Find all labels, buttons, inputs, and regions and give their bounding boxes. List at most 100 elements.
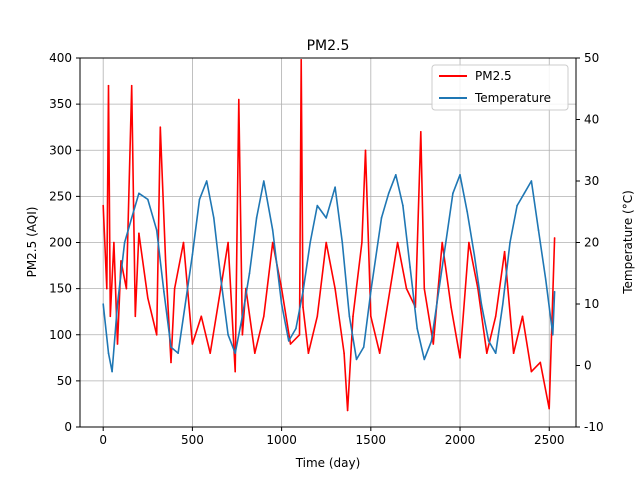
data-point-temperature — [430, 340, 433, 342]
data-point-pm25 — [209, 352, 211, 355]
data-point-pm25 — [423, 287, 426, 290]
data-point-pm25 — [494, 315, 497, 318]
data-point-temperature — [138, 192, 140, 195]
data-point-pm25 — [346, 409, 349, 412]
data-point-temperature — [198, 198, 201, 201]
data-point-temperature — [370, 290, 372, 293]
y-left-tick-label: 350 — [49, 97, 72, 111]
y-right-tick-label: 50 — [584, 51, 599, 65]
y-right-tick-label: 30 — [584, 174, 599, 188]
data-point-temperature — [280, 303, 283, 305]
data-point-temperature — [395, 174, 397, 176]
data-point-pm25 — [200, 315, 203, 318]
legend: PM2.5 Temperature — [431, 64, 569, 111]
data-point-temperature — [316, 204, 319, 207]
data-point-pm25 — [548, 407, 550, 410]
data-point-temperature — [459, 174, 461, 176]
data-point-temperature — [494, 352, 497, 355]
data-point-pm25 — [280, 287, 283, 290]
data-point-pm25 — [218, 297, 220, 299]
data-point-temperature — [480, 303, 483, 305]
data-point-temperature — [213, 217, 215, 219]
y-left-tick-label: 400 — [49, 51, 72, 65]
data-point-pm25 — [241, 334, 244, 336]
data-point-temperature — [295, 327, 297, 330]
data-point-temperature — [402, 204, 404, 207]
data-point-pm25 — [361, 241, 363, 244]
x-tick-label: 0 — [99, 433, 107, 447]
data-point-pm25 — [234, 370, 236, 373]
data-point-pm25 — [405, 287, 408, 290]
data-point-pm25 — [364, 149, 367, 152]
x-tick-label: 1500 — [356, 433, 387, 447]
data-point-temperature — [170, 346, 172, 348]
data-point-pm25 — [102, 204, 104, 207]
data-point-temperature — [473, 254, 476, 256]
data-point-temperature — [487, 340, 490, 342]
data-point-pm25 — [300, 59, 303, 61]
data-point-temperature — [255, 217, 258, 219]
data-point-temperature — [445, 241, 447, 244]
data-point-temperature — [155, 229, 158, 231]
data-point-temperature — [325, 217, 328, 219]
data-point-pm25 — [263, 315, 265, 318]
data-point-temperature — [123, 241, 126, 244]
data-point-pm25 — [441, 241, 444, 244]
data-point-pm25 — [343, 352, 345, 355]
data-point-pm25 — [170, 361, 172, 364]
data-point-pm25 — [334, 287, 336, 290]
data-point-pm25 — [432, 343, 435, 345]
legend-label-temperature: Temperature — [474, 91, 551, 105]
y-right-tick-label: 0 — [584, 359, 592, 373]
data-point-pm25 — [370, 315, 372, 318]
x-axis-label: Time (day) — [295, 456, 361, 470]
data-point-pm25 — [378, 352, 381, 355]
y-left-tick-label: 200 — [49, 236, 72, 250]
data-point-pm25 — [155, 334, 158, 336]
data-point-temperature — [220, 278, 222, 281]
y-right-tick-label: 20 — [584, 236, 599, 250]
data-point-temperature — [147, 198, 149, 201]
data-point-temperature — [111, 370, 113, 373]
data-point-pm25 — [503, 250, 506, 253]
tick-layer: 0 500 1000 1500 2000 250005010015020025030035… — [49, 51, 604, 447]
data-point-temperature — [163, 290, 165, 293]
data-point-temperature — [537, 229, 540, 231]
data-point-temperature — [452, 192, 454, 195]
data-point-pm25 — [325, 241, 328, 244]
y-right-tick-label: -10 — [584, 420, 604, 434]
data-point-pm25 — [238, 98, 240, 101]
data-point-pm25 — [459, 357, 461, 359]
data-point-pm25 — [352, 315, 354, 318]
y-axis-right-label: Temperature (°C) — [621, 190, 635, 295]
data-point-temperature — [241, 315, 244, 318]
data-point-pm25 — [164, 260, 167, 262]
data-point-pm25 — [477, 287, 479, 290]
data-point-pm25 — [159, 126, 162, 128]
data-point-pm25 — [254, 352, 256, 355]
y-left-tick-label: 50 — [57, 374, 72, 388]
data-point-pm25 — [450, 306, 452, 308]
y-right-tick-label: 10 — [584, 297, 599, 311]
data-point-pm25 — [130, 84, 133, 87]
data-point-temperature — [191, 254, 194, 256]
series-layer — [102, 58, 556, 412]
data-point-temperature — [102, 303, 104, 305]
data-point-pm25 — [316, 315, 319, 318]
data-point-pm25 — [106, 287, 108, 290]
data-point-pm25 — [138, 232, 140, 235]
data-point-temperature — [362, 346, 365, 348]
data-point-pm25 — [271, 241, 274, 244]
x-tick-label: 2500 — [534, 433, 565, 447]
y-left-tick-label: 300 — [49, 143, 72, 157]
data-point-temperature — [409, 266, 411, 268]
data-point-pm25 — [173, 287, 176, 290]
data-point-temperature — [530, 180, 533, 182]
data-point-temperature — [553, 290, 556, 293]
data-point-pm25 — [553, 237, 556, 239]
data-point-temperature — [116, 303, 119, 305]
data-point-temperature — [177, 352, 179, 355]
data-point-pm25 — [125, 287, 128, 290]
chart-title: PM2.5 — [307, 38, 350, 54]
